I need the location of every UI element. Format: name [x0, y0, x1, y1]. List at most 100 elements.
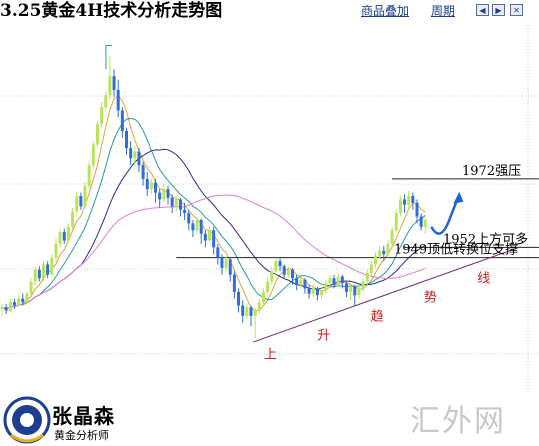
candle	[125, 127, 128, 155]
candle	[332, 274, 336, 289]
candle	[212, 226, 216, 255]
candle	[37, 266, 41, 282]
candle	[199, 218, 203, 244]
candle	[232, 271, 236, 299]
ma-fast-line	[1, 95, 426, 312]
uptrend-line	[252, 246, 521, 343]
close-icon[interactable]: ✕	[510, 4, 523, 16]
candle	[407, 190, 411, 208]
candle	[336, 273, 340, 287]
candle	[100, 101, 104, 128]
candle	[178, 197, 182, 217]
candle	[112, 69, 116, 97]
candle	[344, 281, 348, 297]
candle	[58, 228, 62, 248]
candle	[357, 285, 361, 299]
overlay-commodity-link[interactable]: 商品叠加	[361, 4, 410, 18]
candle	[328, 274, 332, 287]
candle	[415, 199, 419, 224]
logo-emblem-icon	[3, 396, 51, 444]
candle	[398, 196, 402, 217]
candle	[303, 278, 307, 294]
candle	[349, 283, 353, 301]
candle	[62, 228, 66, 244]
logo-subtitle: 黄金分析师	[54, 429, 109, 442]
candle	[320, 286, 324, 299]
candle	[95, 120, 99, 147]
candle	[145, 172, 149, 197]
candle	[241, 300, 245, 323]
candle	[278, 257, 282, 272]
candle	[104, 91, 108, 111]
chart-grid	[0, 22, 539, 394]
candle	[353, 285, 357, 306]
candle	[411, 192, 415, 210]
moving-average-lines	[1, 95, 426, 312]
candle	[116, 79, 120, 118]
trendline: 上 升 趋 势 线	[105, 44, 521, 362]
candle	[224, 255, 228, 272]
trendline-label-char: 上	[264, 347, 277, 362]
candle	[137, 148, 141, 173]
level-annotation: 1972强压	[462, 164, 521, 179]
candle	[208, 226, 211, 243]
candle	[149, 178, 153, 195]
arrow-right-icon[interactable]: ▶	[492, 4, 505, 16]
candle	[8, 298, 12, 313]
candle	[378, 245, 382, 260]
candle	[154, 178, 158, 203]
candle	[307, 285, 311, 299]
candle	[361, 278, 365, 292]
period-link[interactable]: 周期	[431, 4, 456, 18]
candle	[42, 261, 45, 282]
candle	[17, 295, 21, 308]
candle	[423, 216, 427, 234]
candle	[394, 209, 398, 232]
candle	[386, 240, 390, 258]
candle	[274, 257, 278, 275]
candle	[187, 209, 191, 231]
trendline-label-char: 线	[477, 271, 490, 286]
trendline-label-char: 趋	[371, 309, 384, 324]
candle	[365, 269, 369, 286]
candle	[257, 298, 261, 315]
chart-header: 3.25黄金4H技术分析走势图 商品叠加 周期 ◀ ▶ ✕	[0, 0, 539, 22]
candle	[249, 305, 253, 327]
candle	[25, 291, 29, 304]
candle	[46, 261, 50, 279]
candle	[129, 141, 133, 166]
candle	[170, 194, 174, 214]
candle	[83, 182, 87, 208]
candle	[158, 189, 162, 208]
candle	[382, 245, 386, 262]
candle	[369, 261, 373, 277]
candle	[253, 307, 257, 339]
ma-mid-line	[1, 117, 426, 310]
candle	[75, 192, 79, 215]
candle	[245, 303, 249, 320]
candle	[174, 196, 178, 212]
candle	[87, 161, 91, 190]
arrow-left-icon[interactable]: ◀	[476, 4, 489, 16]
candle	[191, 219, 195, 238]
candle	[33, 266, 37, 286]
candle	[340, 274, 344, 289]
candle	[237, 288, 241, 313]
candle	[108, 55, 112, 101]
candle	[291, 267, 294, 286]
candle	[220, 254, 224, 275]
candle	[311, 285, 315, 297]
candle	[403, 194, 407, 214]
ma-long-line	[1, 194, 426, 310]
candle	[203, 230, 207, 248]
candle	[50, 254, 54, 277]
candle	[141, 161, 145, 186]
candle	[66, 223, 70, 243]
candle	[71, 208, 75, 231]
candle	[315, 286, 319, 301]
candle	[183, 202, 187, 220]
candle	[286, 266, 290, 279]
candle	[419, 213, 423, 231]
candle	[0, 303, 4, 316]
